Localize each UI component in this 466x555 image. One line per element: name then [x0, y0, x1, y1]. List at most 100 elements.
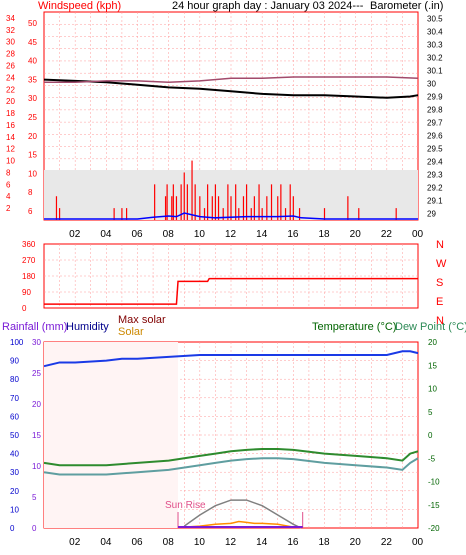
rain-tick-label: 25	[32, 369, 41, 378]
gust-tick-label: 25	[28, 113, 37, 122]
gust-tick-label: 35	[28, 75, 37, 84]
windspeed-tick-label: 22	[6, 85, 15, 94]
x-tick-label: 06	[132, 537, 144, 548]
windspeed-tick-label: 10	[6, 157, 15, 166]
barometer-tick-label: 30.5	[427, 15, 443, 24]
humidity-tick-label: 10	[10, 505, 19, 514]
temperature-tick-label: 5	[428, 408, 433, 417]
windspeed-axis-label: Windspeed (kph)	[38, 0, 121, 12]
compass-label: N	[436, 239, 444, 251]
x-tick-label: 22	[381, 229, 393, 240]
bottom-panel-grid	[43, 341, 419, 529]
barometer-trend-line	[44, 76, 419, 83]
barometer-tick-label: 29.1	[427, 197, 443, 206]
x-tick-label: 08	[163, 537, 175, 548]
gust-tick-label: 40	[28, 57, 37, 66]
pre-sunrise-shade	[44, 342, 179, 528]
barometer-tick-label: 29.6	[427, 132, 443, 141]
x-tick-label: 02	[69, 537, 81, 548]
x-tick-label: 18	[319, 229, 331, 240]
barometer-tick-label: 29.5	[427, 145, 443, 154]
temperature-label: Temperature (°C)	[312, 321, 396, 333]
x-tick-label: 00	[412, 229, 424, 240]
temperature-tick-label: 20	[428, 338, 437, 347]
x-tick-label: 20	[350, 229, 362, 240]
temperature-tick-label: 15	[428, 361, 437, 370]
humidity-tick-label: 40	[10, 450, 19, 459]
wind-direction-marks	[44, 277, 418, 305]
gust-tick-label: 20	[28, 132, 37, 141]
humidity-tick-label: 30	[10, 468, 19, 477]
gust-tick-label: 8	[28, 188, 33, 197]
barometer-tick-label: 29.9	[427, 93, 443, 102]
x-tick-label: 20	[350, 537, 362, 548]
chart-title: 24 hour graph day : January 03 2024---	[172, 0, 364, 12]
compass-label: W	[436, 258, 447, 270]
rain-tick-label: 5	[32, 493, 37, 502]
x-tick-label: 10	[194, 537, 206, 548]
direction-tick-label: 90	[22, 288, 31, 297]
windspeed-tick-label: 8	[6, 168, 11, 177]
humidity-tick-label: 90	[10, 357, 19, 366]
barometer-tick-label: 30.2	[427, 54, 443, 63]
rain-tick-label: 15	[32, 431, 41, 440]
windspeed-tick-label: 14	[6, 133, 15, 142]
gust-tick-label: 30	[28, 94, 37, 103]
x-tick-label: 16	[287, 537, 299, 548]
windspeed-tick-label: 4	[6, 192, 11, 201]
barometer-tick-label: 29.3	[427, 171, 443, 180]
windspeed-tick-label: 32	[6, 26, 15, 35]
max-solar-curve	[183, 499, 302, 529]
barometer-tick-label: 29.7	[427, 119, 443, 128]
dew-point-label: Dew Point (°C)	[395, 321, 466, 333]
x-tick-label: 12	[225, 229, 237, 240]
barometer-tick-label: 29	[427, 210, 436, 219]
average-wind-line	[44, 212, 418, 220]
wind-direction-line	[44, 277, 418, 305]
temperature-tick-label: 0	[428, 431, 433, 440]
x-tick-label: 08	[163, 229, 175, 240]
direction-tick-label: 360	[22, 240, 36, 249]
windspeed-tick-label: 34	[6, 14, 15, 23]
barometer-tick-label: 30.1	[427, 67, 443, 76]
x-tick-label: 06	[132, 229, 144, 240]
humidity-tick-label: 80	[10, 375, 19, 384]
x-tick-label: 16	[287, 229, 299, 240]
humidity-label: Humidity	[66, 321, 109, 333]
rain-tick-label: 30	[32, 338, 41, 347]
top-panel-marks	[43, 76, 419, 220]
gust-tick-label: 6	[28, 207, 33, 216]
rain-tick-label: 10	[32, 462, 41, 471]
x-tick-label: 18	[319, 537, 331, 548]
temperature-tick-label: -15	[428, 501, 440, 510]
direction-tick-label: 270	[22, 256, 36, 265]
humidity-tick-label: 50	[10, 431, 19, 440]
windspeed-tick-label: 26	[6, 61, 15, 70]
barometer-tick-label: 29.2	[427, 184, 443, 193]
barometer-tick-label: 30.4	[427, 28, 443, 37]
compass-label: S	[436, 277, 443, 289]
gust-tick-label: 50	[28, 19, 37, 28]
barometer-tick-label: 29.4	[427, 158, 443, 167]
humidity-tick-label: 0	[10, 524, 15, 533]
barometer-tick-label: 30.3	[427, 41, 443, 50]
compass-label: N	[436, 315, 444, 327]
direction-tick-label: 180	[22, 272, 36, 281]
gust-tick-label: 45	[28, 38, 37, 47]
temperature-tick-label: -10	[428, 478, 440, 487]
rainfall-label: Rainfall (mm)	[2, 321, 67, 333]
x-tick-label: 14	[256, 537, 268, 548]
x-tick-label: 22	[381, 537, 393, 548]
compass-label: E	[436, 296, 443, 308]
windspeed-tick-label: 6	[6, 180, 11, 189]
windspeed-tick-label: 30	[6, 38, 15, 47]
windspeed-tick-label: 2	[6, 204, 11, 213]
windspeed-tick-label: 18	[6, 109, 15, 118]
barometer-line	[43, 78, 419, 99]
wind-direction-panel-grid	[43, 243, 419, 309]
x-tick-label: 12	[225, 537, 237, 548]
x-tick-label: 04	[100, 537, 112, 548]
rain-tick-label: 20	[32, 400, 41, 409]
